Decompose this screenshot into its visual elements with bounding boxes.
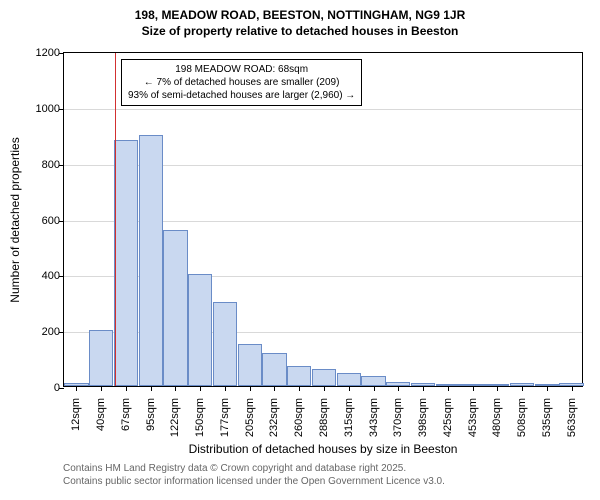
x-tick-label: 370sqm <box>392 398 404 437</box>
x-tick-mark <box>101 386 102 391</box>
x-tick-label: 95sqm <box>145 398 157 431</box>
x-tick-mark <box>200 386 201 391</box>
reference-line <box>115 53 116 386</box>
x-tick-label: 40sqm <box>95 398 107 431</box>
x-tick-mark <box>76 386 77 391</box>
x-tick-mark <box>398 386 399 391</box>
x-tick-label: 177sqm <box>219 398 231 437</box>
x-tick-label: 398sqm <box>417 398 429 437</box>
x-tick-label: 232sqm <box>268 398 280 437</box>
x-tick-mark <box>324 386 325 391</box>
annotation-line: 198 MEADOW ROAD: 68sqm <box>128 63 355 76</box>
x-tick-mark <box>547 386 548 391</box>
x-tick-mark <box>374 386 375 391</box>
histogram-bar <box>361 376 385 386</box>
y-tick-label: 600 <box>42 215 64 227</box>
x-tick-label: 205sqm <box>244 398 256 437</box>
x-tick-mark <box>448 386 449 391</box>
annotation-line: ← 7% of detached houses are smaller (209… <box>128 76 355 89</box>
x-tick-mark <box>175 386 176 391</box>
annotation-line: 93% of semi-detached houses are larger (… <box>128 89 355 102</box>
histogram-bar <box>89 330 113 386</box>
x-tick-mark <box>225 386 226 391</box>
footer-line-2: Contains public sector information licen… <box>63 475 445 488</box>
plot-area: 02004006008001000120012sqm40sqm67sqm95sq… <box>63 52 583 387</box>
histogram-chart: 198, MEADOW ROAD, BEESTON, NOTTINGHAM, N… <box>8 8 592 492</box>
histogram-bar <box>188 274 212 386</box>
x-tick-label: 122sqm <box>169 398 181 437</box>
footer-line-1: Contains HM Land Registry data © Crown c… <box>63 462 445 475</box>
x-tick-label: 12sqm <box>70 398 82 431</box>
histogram-bar <box>238 344 262 386</box>
x-tick-mark <box>349 386 350 391</box>
x-tick-label: 288sqm <box>318 398 330 437</box>
x-tick-mark <box>250 386 251 391</box>
x-tick-label: 480sqm <box>491 398 503 437</box>
y-tick-label: 1000 <box>36 103 64 115</box>
chart-title: 198, MEADOW ROAD, BEESTON, NOTTINGHAM, N… <box>8 8 592 39</box>
x-tick-mark <box>522 386 523 391</box>
histogram-bar <box>287 366 311 386</box>
x-tick-label: 563sqm <box>566 398 578 437</box>
x-tick-mark <box>423 386 424 391</box>
y-tick-label: 400 <box>42 270 64 282</box>
x-tick-mark <box>151 386 152 391</box>
histogram-bar <box>312 369 336 386</box>
chart-footer: Contains HM Land Registry data © Crown c… <box>63 462 445 488</box>
x-tick-mark <box>572 386 573 391</box>
x-tick-mark <box>274 386 275 391</box>
grid-line <box>64 109 582 110</box>
x-tick-label: 535sqm <box>541 398 553 437</box>
histogram-bar <box>163 230 187 386</box>
x-tick-label: 260sqm <box>293 398 305 437</box>
histogram-bar <box>337 373 361 386</box>
histogram-bar <box>114 140 138 386</box>
title-line-2: Size of property relative to detached ho… <box>8 24 592 40</box>
x-tick-label: 453sqm <box>467 398 479 437</box>
histogram-bar <box>262 353 286 387</box>
x-axis-label: Distribution of detached houses by size … <box>189 442 458 456</box>
x-tick-label: 315sqm <box>343 398 355 437</box>
x-tick-label: 425sqm <box>442 398 454 437</box>
title-line-1: 198, MEADOW ROAD, BEESTON, NOTTINGHAM, N… <box>8 8 592 24</box>
y-tick-label: 1200 <box>36 47 64 59</box>
x-tick-label: 343sqm <box>368 398 380 437</box>
x-tick-mark <box>497 386 498 391</box>
x-tick-mark <box>473 386 474 391</box>
x-tick-label: 67sqm <box>120 398 132 431</box>
histogram-bar <box>213 302 237 386</box>
y-tick-label: 200 <box>42 326 64 338</box>
x-tick-mark <box>299 386 300 391</box>
annotation-box: 198 MEADOW ROAD: 68sqm← 7% of detached h… <box>121 59 362 106</box>
x-tick-label: 150sqm <box>194 398 206 437</box>
y-axis-label: Number of detached properties <box>8 137 22 302</box>
y-tick-label: 0 <box>54 382 64 394</box>
x-tick-mark <box>126 386 127 391</box>
y-tick-label: 800 <box>42 159 64 171</box>
x-tick-label: 508sqm <box>516 398 528 437</box>
histogram-bar <box>139 135 163 386</box>
